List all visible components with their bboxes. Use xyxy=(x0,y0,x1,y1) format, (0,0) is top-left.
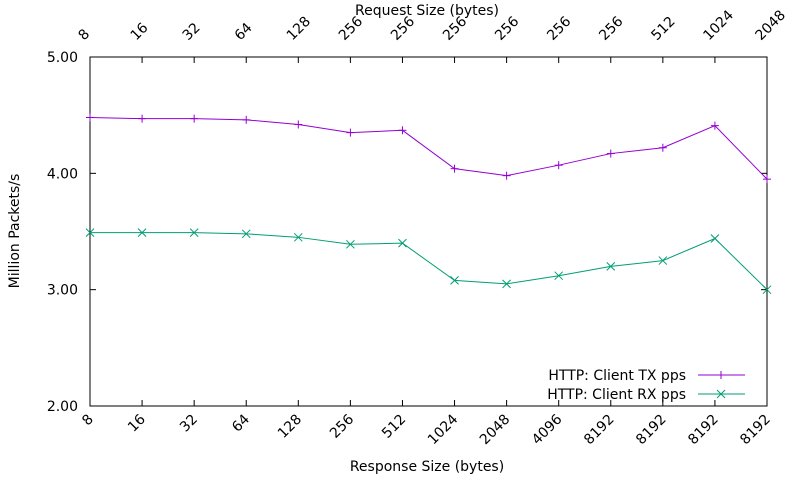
x-tick-label: 32 xyxy=(177,412,201,436)
x2-tick-label: 8 xyxy=(76,26,94,44)
x-tick-label: 8 xyxy=(79,412,97,430)
series-2-point xyxy=(137,228,147,238)
x-tick-label: 8192 xyxy=(633,412,670,449)
series-1-point xyxy=(450,164,459,173)
x-tick-label: 2048 xyxy=(477,412,514,449)
legend-label: HTTP: Client RX pps xyxy=(547,387,686,403)
x-tick-label: 16 xyxy=(125,411,149,435)
y-tick-label: 2.00 xyxy=(47,399,78,415)
x-tick-label: 512 xyxy=(379,412,409,442)
series-1-point xyxy=(346,128,355,137)
x2-tick-label: 128 xyxy=(284,14,314,44)
series-2-point xyxy=(450,276,459,285)
x2-tick-label: 16 xyxy=(128,20,152,44)
x-tick-label: 128 xyxy=(275,412,305,442)
x2-axis-label: Request Size (bytes) xyxy=(355,3,499,19)
series-2-point xyxy=(658,256,668,265)
series-line-2 xyxy=(90,232,768,291)
series-1-point xyxy=(190,114,199,123)
x-tick-label: 64 xyxy=(229,411,253,435)
series-1-point xyxy=(710,121,719,130)
series-1-point xyxy=(138,114,147,123)
x-tick-label: 4096 xyxy=(529,411,566,448)
y-tick-label: 4.00 xyxy=(47,166,78,182)
series-line-1 xyxy=(89,116,768,180)
x-tick-label: 8192 xyxy=(737,412,774,449)
series-2-point xyxy=(189,228,199,238)
series-2-point xyxy=(85,228,95,238)
y-axis: 2.00 3.00 4.00 5.00 xyxy=(47,50,767,415)
series-2-point xyxy=(554,271,564,281)
y-axis-label: Million Packets/s xyxy=(7,174,23,289)
x2-tick-label: 64 xyxy=(232,20,256,44)
series-1-point xyxy=(554,161,563,170)
series-1-point xyxy=(606,149,615,158)
series-1-point xyxy=(502,171,511,180)
series-2-point xyxy=(762,285,772,295)
x-tick-label: 8192 xyxy=(685,412,722,449)
x2-tick-label: 512 xyxy=(648,14,678,44)
legend: HTTP: Client TX pps HTTP: Client RX pps xyxy=(547,368,745,403)
x-axis-label: Response Size (bytes) xyxy=(350,459,504,475)
legend-label: HTTP: Client TX pps xyxy=(548,368,686,384)
y-tick-label: 3.00 xyxy=(47,283,78,299)
x-tick-label: 1024 xyxy=(425,411,462,448)
series-2-point xyxy=(241,229,251,239)
plot-frame xyxy=(89,56,768,407)
x-tick-label: 256 xyxy=(327,411,357,441)
series-1-point xyxy=(763,175,771,184)
series-1-point xyxy=(86,113,94,122)
series-2-point xyxy=(606,262,616,271)
x-tick-label: 8192 xyxy=(581,412,618,449)
series-2-point xyxy=(502,279,511,289)
series-2-point xyxy=(710,234,720,243)
x2-tick-label: 1024 xyxy=(700,7,737,44)
series-2-point xyxy=(398,238,407,248)
series-2-point xyxy=(293,232,303,242)
series-layer xyxy=(85,113,772,295)
series-1-point xyxy=(658,143,667,152)
x2-tick-label: 256 xyxy=(544,14,574,44)
legend-swatch-marker xyxy=(716,389,726,399)
x2-tick-label: 32 xyxy=(180,20,204,44)
x2-tick-label: 256 xyxy=(596,14,626,44)
x-axis-bottom: 8 16 32 64 128 256 512 1024 2048 4096 8192 8192 8192… xyxy=(79,400,774,448)
legend-swatch-marker xyxy=(717,371,725,379)
series-1-point xyxy=(242,115,251,124)
series-2-point xyxy=(346,239,355,249)
y-tick-label: 5.00 xyxy=(47,50,78,66)
series-1-point xyxy=(294,120,303,129)
x2-tick-label: 2048 xyxy=(753,7,790,44)
series-1-point xyxy=(398,126,407,135)
